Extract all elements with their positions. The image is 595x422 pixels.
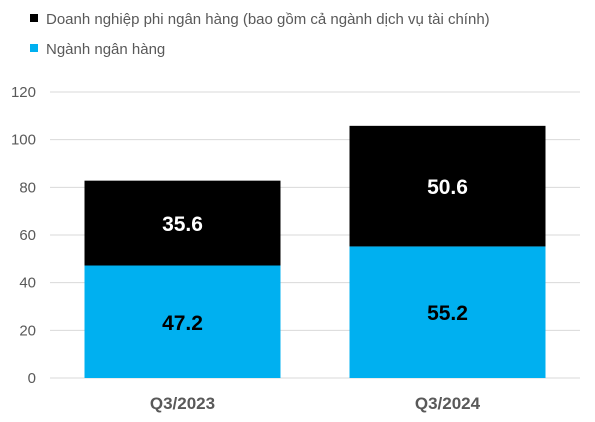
legend-label-bank: Ngành ngân hàng [46, 41, 165, 58]
data-label: 47.2 [162, 312, 203, 335]
y-tick-label: 20 [19, 322, 36, 339]
bar-segment [84, 265, 281, 378]
y-axis: 0 20 40 60 80 100 120 [11, 84, 36, 387]
x-category-label: Q3/2024 [415, 394, 481, 413]
bar-segment [349, 246, 546, 378]
legend-swatch-bank [30, 44, 38, 52]
x-category-label: Q3/2023 [150, 394, 215, 413]
y-tick-label: 0 [28, 370, 36, 387]
bar-segment [84, 180, 281, 266]
y-tick-label: 120 [11, 84, 36, 101]
y-tick-label: 40 [19, 275, 36, 292]
data-label: 50.6 [427, 176, 468, 199]
y-tick-label: 80 [19, 179, 36, 196]
x-axis: Q3/2023 Q3/2024 [150, 394, 481, 413]
y-tick-label: 60 [19, 227, 36, 244]
legend: Doanh nghiệp phi ngân hàng (bao gồm cả n… [30, 11, 490, 58]
data-label: 55.2 [427, 302, 468, 325]
legend-swatch-non-bank [30, 14, 38, 22]
data-label: 35.6 [162, 213, 203, 236]
legend-label-non-bank: Doanh nghiệp phi ngân hàng (bao gồm cả n… [46, 11, 490, 28]
y-tick-label: 100 [11, 132, 36, 149]
bar-segment [349, 125, 546, 247]
bars: 47.2 35.6 55.2 50.6 [84, 125, 546, 378]
